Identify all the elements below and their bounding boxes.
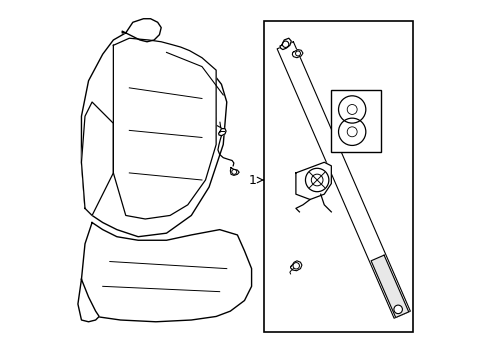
Text: 1: 1 [248, 174, 256, 186]
Polygon shape [279, 38, 291, 50]
Polygon shape [81, 222, 251, 322]
Circle shape [393, 305, 402, 314]
Polygon shape [218, 129, 225, 136]
Polygon shape [370, 255, 408, 318]
Text: 5: 5 [210, 112, 221, 128]
Text: 4: 4 [296, 256, 306, 269]
Text: 3: 3 [378, 137, 388, 199]
Polygon shape [295, 162, 331, 199]
Polygon shape [290, 261, 301, 271]
Polygon shape [122, 19, 161, 42]
Polygon shape [78, 279, 99, 322]
Polygon shape [292, 50, 303, 58]
Polygon shape [81, 33, 226, 237]
Text: 2: 2 [299, 48, 342, 61]
Circle shape [305, 168, 328, 192]
Polygon shape [230, 168, 239, 175]
Bar [264, 21, 412, 332]
Polygon shape [81, 102, 113, 215]
Polygon shape [113, 38, 216, 219]
Polygon shape [277, 42, 409, 318]
Bar [331, 90, 380, 152]
